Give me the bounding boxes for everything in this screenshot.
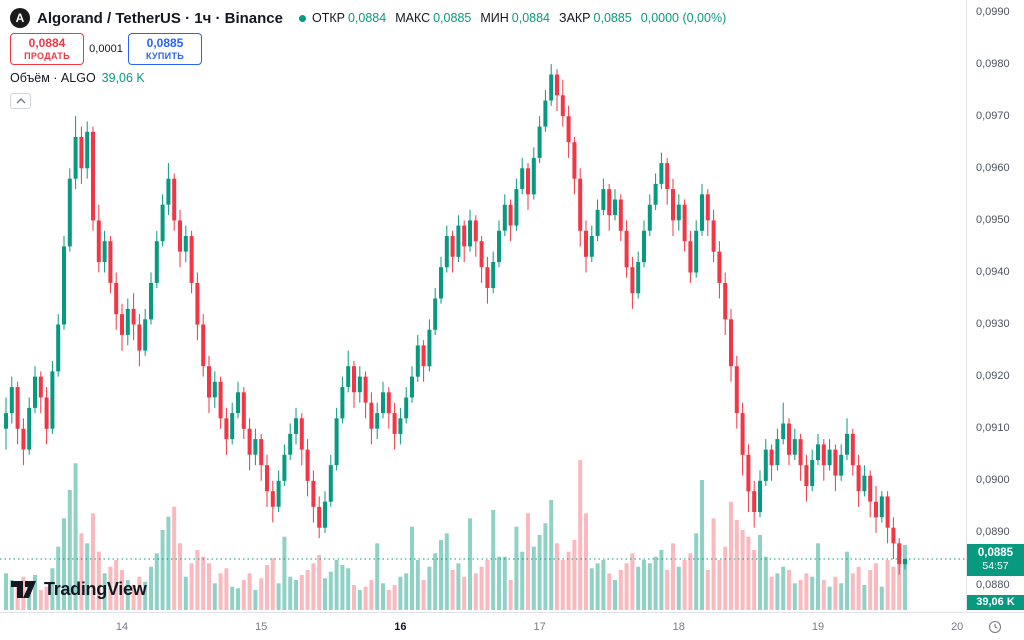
price-tick-label: 0,0900 [976,474,1010,487]
time-tick-label: 19 [811,621,825,633]
status-dot-icon [298,14,306,22]
price-axis[interactable]: 0,0885 54:57 39,06 K 0,0990 0,0980 0,0970 0… [966,0,1024,612]
sell-button[interactable]: 0,0884 ПРОДАТЬ [10,33,84,65]
time-tick-label: 15 [255,621,268,633]
axis-corner [966,612,1024,640]
time-axis[interactable]: 14 15 16 17 18 19 20 [0,612,966,640]
high-label: МАКС [395,11,431,25]
last-price-badge: 0,0885 54:57 [967,543,1024,576]
time-tick-label: 16 [394,621,407,633]
buy-button[interactable]: 0,0885 КУПИТЬ [128,33,202,65]
last-price-value: 0,0885 [977,546,1014,559]
price-tick-label: 0,0970 [976,109,1010,122]
sell-price: 0,0884 [28,35,66,50]
clock-icon[interactable] [988,620,1002,634]
tradingview-brand-text: TradingView [44,579,147,599]
high-value: 0,0885 [433,11,472,25]
open-label: ОТКР [311,11,345,25]
price-tick-label: 0,0980 [976,57,1010,70]
price-tick-label: 0,0930 [976,318,1010,331]
time-tick-label: 17 [533,621,546,633]
candlestick-chart[interactable] [0,0,966,612]
symbol-title[interactable]: Algorand / TetherUS · 1ч · Binance [37,9,283,27]
time-tick-label: 20 [951,621,964,633]
volume-legend-label: Объём · ALGO [10,71,96,85]
price-tick-label: 0,0990 [976,5,1010,18]
time-tick-label: 14 [115,621,129,633]
close-value: 0,0885 [593,11,632,25]
volume-legend-value: 39,06 K [101,71,145,85]
tradingview-glyph-icon [11,581,36,598]
algorand-logo-icon: A [10,8,30,28]
tradingview-logo[interactable]: TradingView [10,578,147,601]
time-tick-label: 18 [672,621,685,633]
price-tick-label: 0,0920 [976,370,1010,383]
chevron-up-icon [16,98,25,104]
sell-label: ПРОДАТЬ [24,50,70,61]
symbol-legend: A Algorand / TetherUS · 1ч · Binance ОТК… [10,8,726,28]
legend-collapse-button[interactable] [10,93,31,109]
spread-value: 0,0001 [89,43,123,55]
low-value: 0,0884 [511,11,551,25]
price-tick-label: 0,0890 [976,526,1010,539]
price-tick-label: 0,0880 [976,578,1010,591]
price-tick-label: 0,0960 [976,161,1010,174]
price-tick-label: 0,0910 [976,422,1010,435]
open-value: 0,0884 [347,11,387,25]
ohlc-values: ОТКР 0,0884 МАКС 0,0885 МИН 0,0884 ЗАКР 0,08… [312,11,726,25]
bar-countdown: 54:57 [982,560,1009,573]
buy-price: 0,0885 [146,35,184,50]
volume-legend: Объём · ALGO 39,06 K [10,71,145,85]
change-value: 0,0000 (0,00%) [640,11,727,25]
buy-label: КУПИТЬ [145,50,185,61]
current-volume-badge: 39,06 K [967,595,1024,610]
close-label: ЗАКР [559,11,591,25]
trade-panel: 0,0884 ПРОДАТЬ 0,0001 0,0885 КУПИТЬ [10,33,202,65]
price-tick-label: 0,0950 [976,213,1010,226]
low-label: МИН [480,11,509,25]
price-tick-label: 0,0940 [976,265,1010,278]
